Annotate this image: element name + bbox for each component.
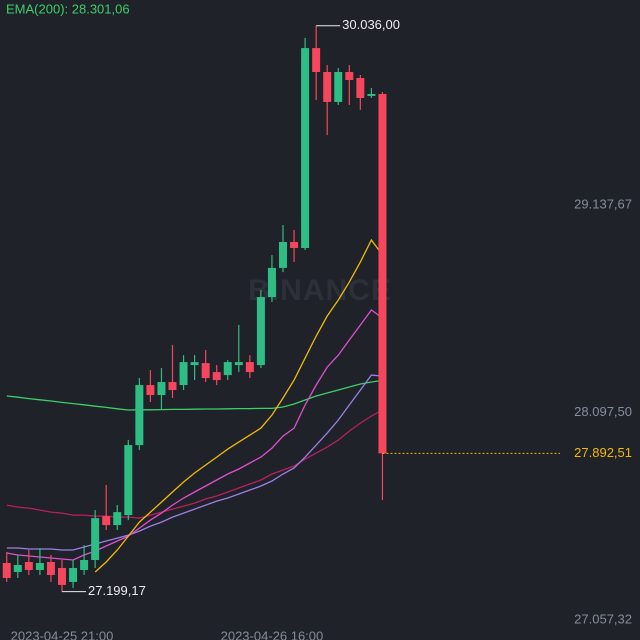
candle-body	[113, 512, 122, 526]
candle-body	[80, 560, 89, 570]
candle-body	[212, 372, 221, 381]
candle-body	[223, 362, 232, 376]
indicator-line	[6, 379, 383, 411]
candle-body	[69, 567, 78, 582]
candle-body	[135, 385, 144, 446]
candle-body	[24, 561, 33, 570]
candle-body	[323, 72, 332, 102]
candle-body	[356, 78, 365, 98]
candle-body	[290, 241, 299, 248]
indicator-line	[6, 309, 383, 561]
candle-body	[378, 93, 387, 454]
ema-label: EMA(200): 28.301,06	[6, 1, 130, 16]
candle-body	[301, 48, 310, 248]
candle-body	[91, 518, 100, 560]
candle-body	[146, 385, 155, 396]
candle-body	[367, 93, 376, 96]
candle-body	[256, 297, 265, 366]
candle-body	[179, 362, 188, 386]
min-label: 27.199,17	[88, 583, 146, 598]
last-price-label: 27.892,51	[574, 445, 632, 460]
candle-body	[168, 382, 177, 391]
candle-body	[102, 516, 111, 526]
y-tick-label: 28.097,50	[574, 404, 632, 419]
candle-body	[2, 562, 11, 578]
candle-body	[201, 363, 210, 379]
candle-body	[334, 72, 343, 102]
indicator-line	[6, 409, 383, 519]
candle-body	[157, 382, 166, 396]
y-tick-label: 27.057,32	[574, 611, 632, 626]
max-label: 30.036,00	[342, 17, 400, 32]
indicator-line	[6, 374, 383, 551]
candle-body	[46, 561, 55, 575]
candle-body	[245, 362, 254, 373]
candle-body	[312, 48, 321, 73]
candle-body	[279, 241, 287, 268]
y-tick-label: 29.137,67	[574, 196, 632, 211]
candle-body	[13, 564, 22, 572]
candle-body	[267, 267, 276, 298]
candle-body	[345, 72, 354, 80]
candle-body	[124, 445, 133, 516]
candle-body	[234, 362, 243, 366]
x-tick-label: 2023-04-26 16:00	[221, 628, 324, 640]
x-tick-label: 2023-04-25 21:00	[11, 628, 114, 640]
last-price-tag	[560, 443, 640, 464]
indicator-line	[94, 238, 384, 573]
candle-body	[58, 567, 66, 585]
candle-body	[35, 562, 44, 570]
candle-body	[190, 362, 199, 366]
